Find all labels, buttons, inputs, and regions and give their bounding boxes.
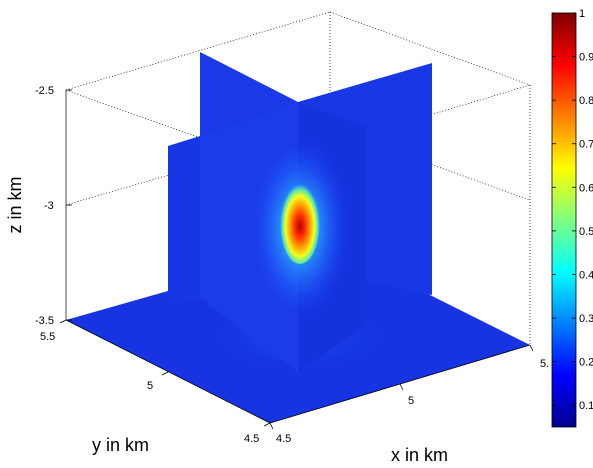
box-edge	[329, 11, 531, 86]
colorbar-tick-label: 0.8	[579, 95, 593, 107]
colorbar-tick-label: 0.4	[579, 269, 593, 281]
colorbar-tick-label: 0.7	[579, 139, 593, 151]
colorbar-tick-label: 0.9	[579, 52, 593, 64]
box-edge	[65, 127, 331, 206]
y-axis-line	[65, 319, 271, 424]
colorbar-tick-label: 0.6	[579, 182, 593, 194]
y-axis-label: y in km	[92, 435, 149, 455]
x-tick-label: 5.	[540, 358, 549, 370]
concentration-peak	[280, 180, 320, 264]
x-tick-label: 4.5	[276, 433, 291, 445]
x-tick-mark	[399, 383, 404, 391]
z-tick-label: -3	[44, 200, 54, 212]
box-edge	[329, 127, 531, 201]
x-slice-front	[168, 136, 200, 305]
colorbar: 1 0.9 0.8 0.7 0.6 0.5 0.4 0.3 0.2 0.1	[551, 8, 593, 428]
colorbar-tick-label: 0.1	[579, 400, 593, 412]
y-tick-label: 5	[147, 380, 153, 392]
x-tick-mark	[529, 344, 534, 352]
x-tick-label: 5	[408, 395, 414, 407]
colorbar-tick-label: 0.3	[579, 313, 593, 325]
z-tick-label: -2.5	[35, 85, 54, 97]
y-tick-mark	[263, 422, 271, 427]
y-tick-mark	[59, 319, 67, 324]
x-axis-label: x in km	[391, 445, 448, 465]
colorbar-gradient	[551, 12, 577, 428]
y-tick-mark	[161, 371, 169, 376]
y-tick-label: 5.5	[40, 331, 55, 343]
z-axis-label: z in km	[5, 176, 25, 233]
colorbar-tick-label: 0.2	[579, 357, 593, 369]
y-tick-label: 4.5	[244, 433, 259, 445]
z-tick-label: -3.5	[35, 315, 54, 327]
colorbar-tick-label: 0.5	[579, 226, 593, 238]
x-tick-mark	[269, 422, 274, 430]
colorbar-tick-label: 1	[579, 8, 585, 20]
box-edge	[65, 11, 331, 91]
